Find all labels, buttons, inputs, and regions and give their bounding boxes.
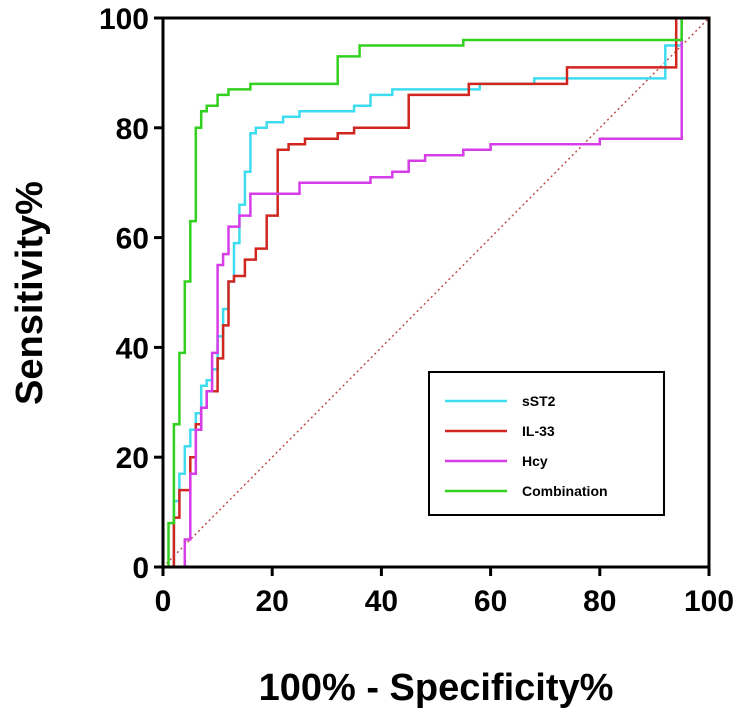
y-tick-label: 40 [116, 332, 149, 365]
y-axis-title: Sensitivity% [9, 181, 51, 405]
y-tick-label: 80 [116, 113, 149, 146]
x-tick-label: 60 [474, 585, 507, 618]
x-tick-label: 100 [684, 585, 734, 618]
y-tick-label: 20 [116, 442, 149, 475]
legend-label-combination: Combination [522, 483, 608, 499]
legend-label-il-33: IL-33 [522, 423, 555, 439]
y-tick-label: 100 [99, 3, 149, 36]
reference-line-layer [162, 17, 710, 568]
x-tick-label: 40 [365, 585, 398, 618]
x-tick-label: 0 [155, 585, 172, 618]
legend-label-hcy: Hcy [522, 453, 548, 469]
y-tick-label: 60 [116, 223, 149, 256]
series-line-hcy [163, 16, 709, 569]
plot-frame [161, 16, 711, 569]
series-layer [163, 16, 709, 569]
legend: sST2 IL-33 Hcy Combination [428, 371, 665, 516]
y-tick-label: 0 [132, 552, 149, 585]
x-tick-label: 20 [256, 585, 289, 618]
x-tick-label: 80 [583, 585, 616, 618]
ticks-layer: 0 20 40 60 80 100 0 20 40 60 80 100 [99, 3, 734, 618]
x-axis-title: 100% - Specificity% [259, 667, 614, 709]
series-line-combination [163, 16, 709, 569]
reference-diagonal-line [162, 17, 710, 568]
legend-label-sst2: sST2 [522, 393, 556, 409]
